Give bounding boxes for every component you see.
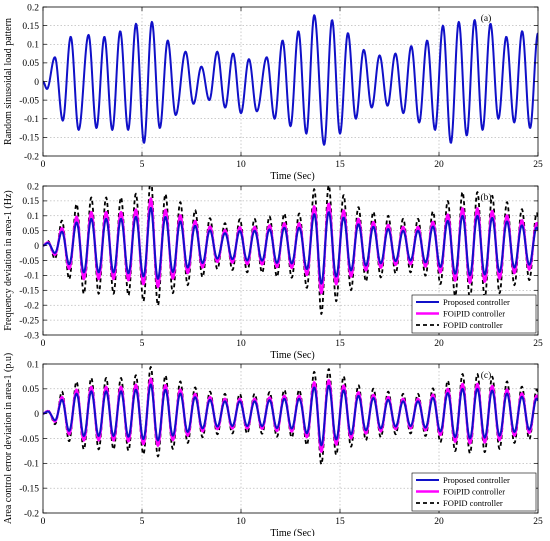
y-tick-label: 0.05 [22, 385, 39, 395]
legend-label-3: FOPID controller [443, 498, 503, 508]
y-tick-label: -0.05 [19, 96, 39, 106]
data-series-group [43, 14, 538, 146]
y-tick-label: -0.3 [24, 331, 39, 341]
x-tick-label: 20 [434, 160, 444, 170]
x-tick-label: 0 [41, 160, 46, 170]
x-tick-label: 5 [140, 517, 145, 527]
x-tick-label: 15 [335, 160, 345, 170]
legend: Proposed controller FOiPID controllerFOPI… [411, 294, 537, 334]
x-tick-label: 20 [434, 339, 444, 349]
legend-label-2: FOiPID controller [443, 309, 505, 319]
chart-panel-2: 0 5 10 15 20 25 0.2 0.15 0.1 0.05 0 -0.05 -0.1 -0.15 -… [3, 182, 543, 361]
y-tick-label: -0.25 [19, 316, 39, 326]
y-tick-label: 0.1 [27, 360, 39, 370]
y-tick-label: 0.05 [22, 227, 39, 237]
x-axis-label: Time (Sec) [270, 171, 314, 182]
y-axis-label: Random sinusoidal load pattern [3, 18, 14, 145]
legend: Proposed controller FOiPID controllerFOPI… [411, 472, 537, 512]
x-tick-label: 25 [533, 160, 543, 170]
panel-label: (c) [481, 370, 492, 381]
x-axis-label: Time (Sec) [270, 350, 314, 361]
x-tick-label: 10 [236, 517, 246, 527]
series-line-1 [43, 206, 538, 285]
y-tick-label: -0.15 [19, 287, 39, 297]
y-tick-label: -0.15 [19, 134, 39, 144]
legend-label-2: FOiPID controller [443, 487, 505, 497]
y-tick-label: -0.05 [19, 435, 39, 445]
y-tick-label: 0.2 [27, 182, 39, 192]
series-line-1 [43, 383, 538, 447]
y-tick-label: 0 [34, 242, 39, 252]
y-axis-label: Area control error deviation in area-1 (… [3, 353, 14, 524]
data-series-group [43, 366, 538, 466]
y-tick-label: -0.15 [19, 484, 39, 494]
x-tick-label: 10 [236, 160, 246, 170]
y-tick-label: 0.2 [27, 3, 39, 13]
chart-panel-1: 0 5 10 15 20 25 0.2 0.15 0.1 0.05 0 -0.05 -0.1 -0.15 -… [3, 3, 543, 182]
x-tick-label: 20 [434, 517, 444, 527]
y-tick-label: 0.1 [27, 212, 39, 222]
legend-label-1: Proposed controller [443, 475, 510, 485]
x-axis-label: Time (Sec) [270, 528, 314, 536]
y-tick-label: -0.2 [24, 302, 39, 312]
y-tick-label: 0.15 [22, 197, 39, 207]
y-tick-label: -0.1 [24, 272, 39, 282]
x-tick-label: 15 [335, 339, 345, 349]
y-tick-label: -0.05 [19, 257, 39, 267]
x-tick-label: 25 [533, 517, 543, 527]
y-tick-label: 0 [34, 410, 39, 420]
panel-label: (a) [481, 13, 492, 24]
y-tick-label: 0.05 [22, 59, 39, 69]
legend-label-1: Proposed controller [443, 297, 510, 307]
legend-label-3: FOPID controller [443, 320, 503, 330]
x-tick-label: 0 [41, 517, 46, 527]
y-tick-label: -0.2 [24, 509, 39, 519]
series-line-1 [43, 14, 538, 146]
y-tick-label: -0.1 [24, 115, 39, 125]
x-tick-label: 25 [533, 339, 543, 349]
chart-panel-3: 0 5 10 15 20 25 0.1 0.05 0 -0.05 -0.1 -0.15 -0.2 Time… [3, 353, 543, 539]
y-tick-label: 0.15 [22, 22, 39, 32]
panel-label: (b) [480, 192, 491, 203]
data-series-group [43, 186, 538, 315]
x-tick-label: 15 [335, 517, 345, 527]
x-tick-label: 10 [236, 339, 246, 349]
y-tick-label: 0.1 [27, 41, 39, 51]
x-tick-label: 5 [140, 160, 145, 170]
y-tick-label: -0.2 [24, 152, 39, 162]
y-tick-label: -0.1 [24, 460, 39, 470]
x-tick-label: 0 [41, 339, 46, 349]
y-axis-label: Frequency deviation in area-1 (Hz) [3, 190, 14, 331]
x-tick-label: 5 [140, 339, 145, 349]
y-tick-label: 0 [34, 78, 39, 88]
